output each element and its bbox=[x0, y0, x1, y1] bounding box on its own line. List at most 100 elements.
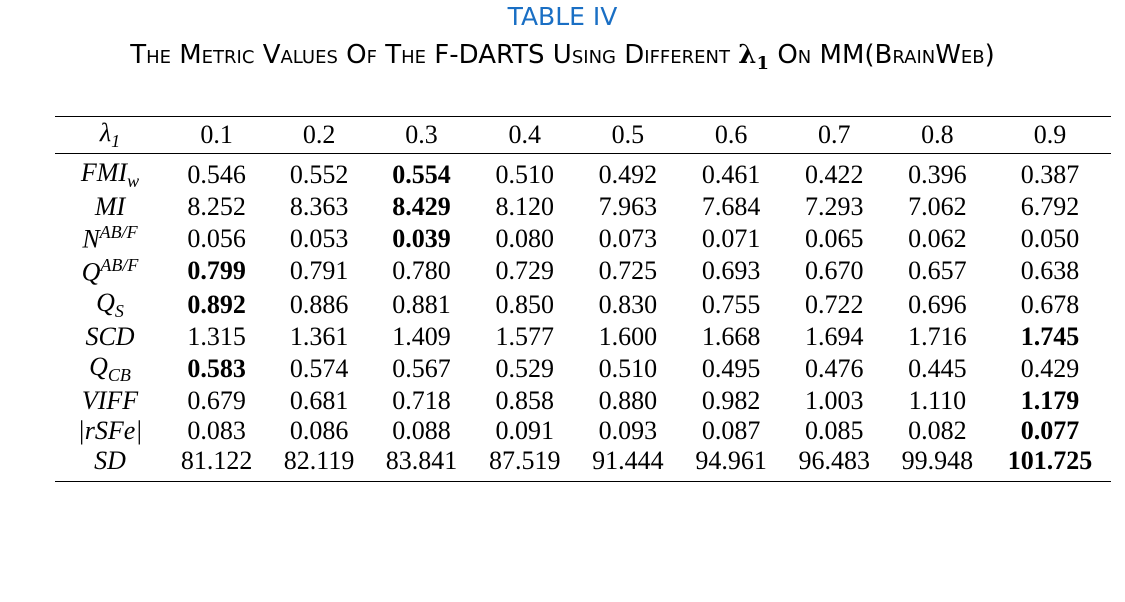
value-cell: 0.780 bbox=[392, 256, 451, 286]
metric-cell: FMIw bbox=[55, 154, 165, 193]
value-cell: 0.574 bbox=[289, 353, 349, 383]
symbol-base: Q bbox=[89, 351, 108, 381]
title-text: On MM(BrainWeb) bbox=[777, 40, 995, 70]
metric-table: λ1 0.1 0.2 0.3 0.4 0.5 0.6 0.7 0.8 0.9 FMIw 0.546 0… bbox=[55, 116, 1111, 482]
value-cell: 7.293 bbox=[804, 192, 864, 222]
header-row: λ1 0.1 0.2 0.3 0.4 0.5 0.6 0.7 0.8 0.9 bbox=[55, 116, 1111, 154]
header-cell: 0.3 bbox=[405, 120, 438, 149]
table-title: The Metric Values Of The F-DARTS Using D… bbox=[0, 38, 1125, 81]
symbol-base: Q bbox=[96, 287, 115, 317]
symbol-sub: w bbox=[127, 171, 140, 192]
value-cell: 0.880 bbox=[598, 385, 658, 415]
value-cell: 0.567 bbox=[392, 353, 451, 383]
value-cell: 0.056 bbox=[187, 223, 246, 253]
value-cell: 0.039 bbox=[370, 222, 473, 255]
value-cell: 1.694 bbox=[804, 321, 864, 351]
value-text: 0.892 bbox=[187, 289, 246, 319]
value-cell: 0.050 bbox=[1020, 223, 1080, 253]
value-cell: 0.693 bbox=[701, 256, 761, 286]
table-row: NAB/F 0.056 0.053 0.039 0.080 0.073 0.071 0.065… bbox=[55, 222, 1111, 255]
value-cell: 1.577 bbox=[495, 321, 554, 351]
value-cell: 0.681 bbox=[289, 385, 349, 415]
value-cell: 0.492 bbox=[598, 160, 658, 190]
value-cell: 0.053 bbox=[289, 223, 349, 253]
table-row: QAB/F 0.799 0.791 0.780 0.729 0.725 0.693 0.670… bbox=[55, 255, 1111, 288]
value-cell: 0.077 bbox=[989, 416, 1111, 446]
value-cell: 0.892 bbox=[165, 288, 268, 322]
value-cell: 0.088 bbox=[392, 415, 451, 445]
value-cell: 0.387 bbox=[1020, 160, 1080, 190]
table-row: SD 81.122 82.119 83.841 87.519 91.444 94.961 96… bbox=[55, 446, 1111, 482]
value-cell: 0.071 bbox=[701, 223, 761, 253]
header-cell: 0.5 bbox=[611, 120, 645, 149]
title-text: The Metric Values Of The F-DARTS Using D… bbox=[130, 40, 731, 70]
value-cell: 0.062 bbox=[908, 223, 967, 253]
metric-cell: VIFF bbox=[55, 386, 165, 416]
value-cell: 0.065 bbox=[804, 223, 864, 253]
symbol-base: λ bbox=[738, 40, 757, 70]
metric-cell: SD bbox=[55, 446, 165, 482]
value-cell: 0.552 bbox=[289, 160, 349, 190]
symbol-sub: CB bbox=[107, 364, 131, 385]
value-text: 8.429 bbox=[392, 192, 451, 222]
value-text: 0.077 bbox=[1020, 415, 1080, 445]
value-cell: 0.546 bbox=[187, 160, 246, 190]
value-cell: 0.091 bbox=[495, 415, 554, 445]
value-cell: 8.120 bbox=[495, 192, 554, 222]
metric-cell: |rSFe| bbox=[55, 416, 165, 446]
value-cell: 0.422 bbox=[804, 160, 864, 190]
value-cell: 0.554 bbox=[370, 154, 473, 193]
metric-cell: MI bbox=[55, 192, 165, 222]
symbol-base: N bbox=[82, 224, 100, 254]
value-cell: 99.948 bbox=[901, 445, 974, 475]
value-text: 1.179 bbox=[1020, 385, 1080, 415]
value-cell: 8.363 bbox=[289, 192, 349, 222]
value-text: 101.725 bbox=[1007, 445, 1093, 475]
value-cell: 1.409 bbox=[392, 321, 451, 351]
symbol-base: SD bbox=[94, 445, 126, 475]
value-cell: 8.429 bbox=[370, 192, 473, 222]
header-cell: 0.2 bbox=[302, 120, 336, 149]
value-cell: 0.510 bbox=[598, 353, 658, 383]
value-cell: 96.483 bbox=[798, 445, 870, 475]
value-text: 0.583 bbox=[187, 353, 246, 383]
header-cell: 0.9 bbox=[1033, 120, 1067, 149]
table-body: FMIw 0.546 0.552 0.554 0.510 0.492 0.461 0.422 0… bbox=[55, 154, 1111, 482]
value-cell: 0.083 bbox=[187, 415, 246, 445]
symbol-base: λ bbox=[99, 117, 112, 147]
value-cell: 0.638 bbox=[1020, 256, 1080, 286]
value-cell: 0.799 bbox=[165, 255, 268, 288]
value-cell: 6.792 bbox=[1020, 192, 1080, 222]
value-cell: 0.396 bbox=[908, 160, 967, 190]
value-cell: 1.179 bbox=[989, 386, 1111, 416]
symbol-sub: 1 bbox=[111, 131, 121, 152]
value-cell: 87.519 bbox=[488, 445, 561, 475]
value-cell: 0.881 bbox=[392, 289, 451, 319]
value-cell: 1.716 bbox=[908, 321, 967, 351]
value-cell: 0.529 bbox=[495, 353, 554, 383]
symbol-base: VIFF bbox=[81, 385, 139, 415]
symbol-base: |rSFe| bbox=[77, 415, 143, 445]
value-cell: 94.961 bbox=[695, 445, 767, 475]
table-row: |rSFe| 0.083 0.086 0.088 0.091 0.093 0.087 0.08… bbox=[55, 416, 1111, 446]
value-cell: 0.657 bbox=[908, 256, 967, 286]
symbol-sub: 1 bbox=[756, 53, 770, 75]
table-row: FMIw 0.546 0.552 0.554 0.510 0.492 0.461 0.422 0… bbox=[55, 154, 1111, 193]
value-cell: 8.252 bbox=[187, 192, 246, 222]
value-cell: 0.080 bbox=[495, 223, 554, 253]
value-text: 0.554 bbox=[392, 160, 451, 190]
table-row: VIFF 0.679 0.681 0.718 0.858 0.880 0.982 1.003 1… bbox=[55, 386, 1111, 416]
value-cell: 0.830 bbox=[598, 289, 658, 319]
value-cell: 0.718 bbox=[392, 385, 451, 415]
header-cell: 0.7 bbox=[817, 120, 851, 149]
symbol-base: Q bbox=[81, 257, 101, 287]
header-cell: 0.8 bbox=[921, 120, 954, 149]
value-cell: 7.684 bbox=[701, 192, 761, 222]
value-text: 1.745 bbox=[1020, 321, 1080, 351]
value-cell: 0.445 bbox=[908, 353, 967, 383]
metric-cell: QAB/F bbox=[55, 255, 165, 288]
value-cell: 0.476 bbox=[804, 353, 864, 383]
value-cell: 0.073 bbox=[598, 223, 658, 253]
table-row: MI 8.252 8.363 8.429 8.120 7.963 7.684 7.293 7.0… bbox=[55, 192, 1111, 222]
value-cell: 0.495 bbox=[701, 353, 761, 383]
